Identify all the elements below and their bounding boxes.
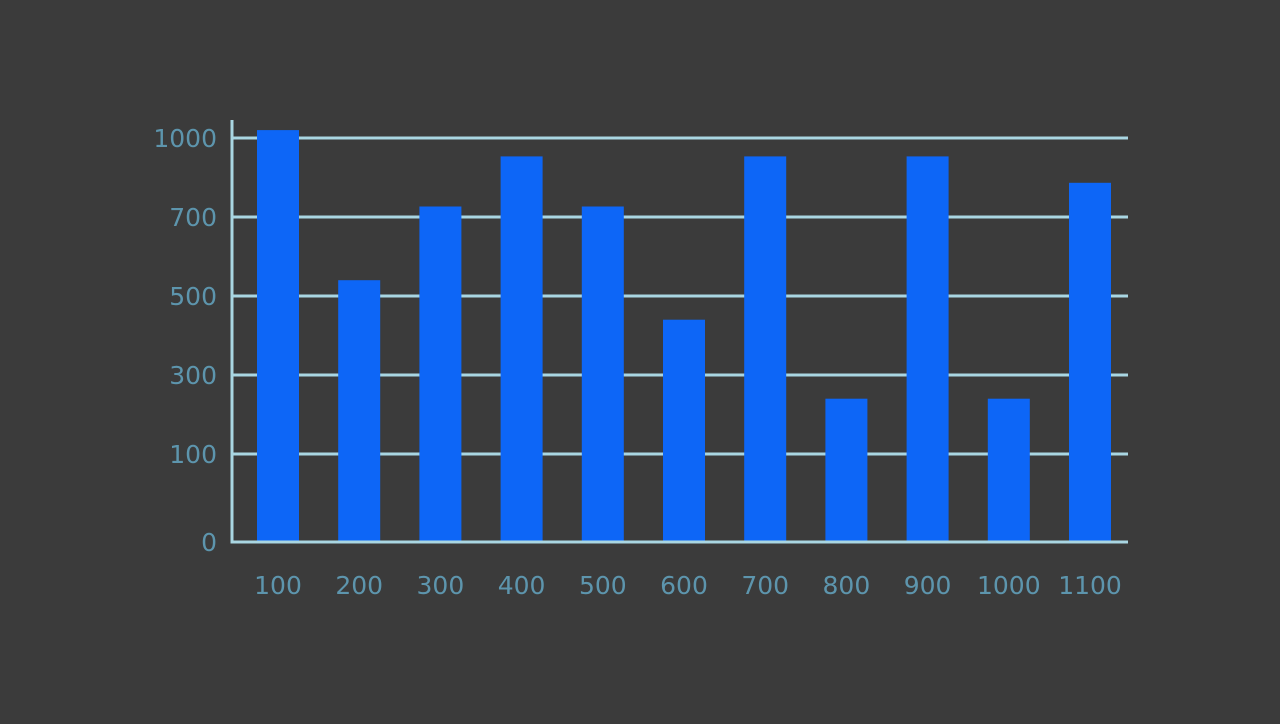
x-tick-label-1100: 1100 [1058,571,1122,600]
bar-200 [338,280,381,542]
x-tick-label-600: 600 [660,571,708,600]
y-tick-label-1000: 1000 [153,124,217,153]
x-tick-label-300: 300 [417,571,465,600]
axes [230,120,1128,544]
bar-500 [581,206,624,542]
bar-400 [500,156,543,542]
bar-1000 [987,398,1030,542]
x-tick-label-100: 100 [254,571,302,600]
gridlines [232,136,1128,456]
y-tick-label-500: 500 [169,282,217,311]
y-tick-label-700: 700 [169,203,217,232]
x-tick-label-700: 700 [741,571,789,600]
y-tick-label-100: 100 [169,440,217,469]
x-tick-label-1000: 1000 [977,571,1041,600]
bar-100 [257,130,299,542]
bar-700 [744,156,787,542]
bar-600 [663,319,705,542]
bar-900 [906,156,949,542]
x-tick-label-800: 800 [823,571,871,600]
bar-1100 [1069,182,1111,543]
x-tick-labels: 100 200 300 400 500 600 700 800 900 1000 1100 [254,571,1122,600]
x-tick-label-400: 400 [498,571,546,600]
x-tick-label-500: 500 [579,571,627,600]
bar-300 [419,206,462,542]
y-tick-label-300: 300 [169,361,217,390]
x-tick-label-200: 200 [335,571,383,600]
bars [257,130,1111,543]
y-tick-labels: 0 100 300 500 700 1000 [153,124,217,557]
bar-800 [825,398,868,542]
y-tick-label-0: 0 [201,528,217,557]
x-tick-label-900: 900 [904,571,952,600]
